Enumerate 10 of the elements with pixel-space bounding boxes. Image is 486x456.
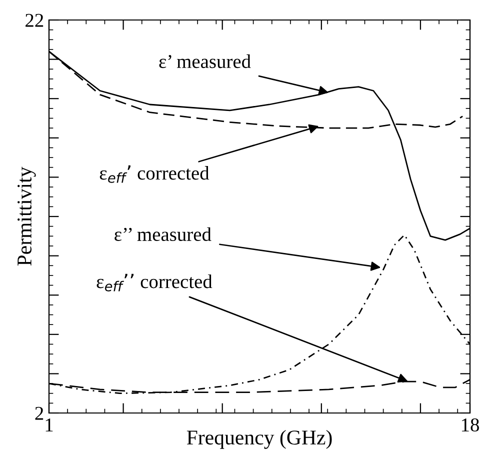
x-axis-title: Frequency (GHz) [186, 430, 332, 449]
annotation: ε’ measured [159, 54, 251, 68]
x-tick-label: 18 [462, 418, 479, 432]
y-axis-title: Permittivity [18, 166, 36, 266]
annotation: ε$_{eff}$’ corrected [100, 165, 210, 183]
y-tick-label: 22 [26, 14, 44, 27]
annotation: ε$_{eff}$’’ corrected [96, 274, 212, 292]
annotation: ε’’ measured [114, 227, 212, 242]
y-tick-label: 2 [35, 406, 44, 420]
x-tick-label: 1 [46, 418, 53, 432]
